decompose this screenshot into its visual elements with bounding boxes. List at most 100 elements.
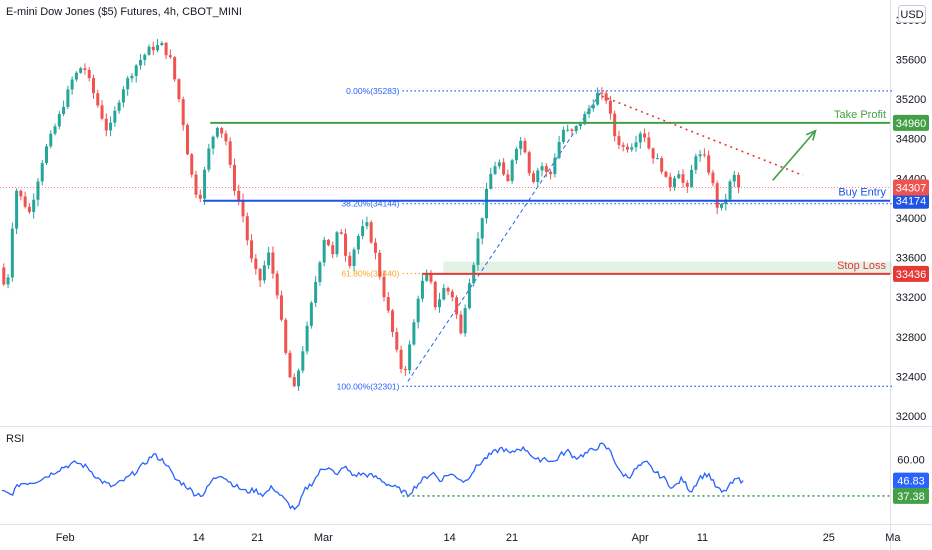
target-arrow-head — [805, 129, 817, 141]
price-tick-label: 32800 — [896, 332, 927, 344]
candle-body — [480, 218, 484, 239]
candle-body — [463, 308, 467, 334]
candle-body — [40, 163, 44, 182]
candle-body — [23, 196, 27, 207]
candle-body — [147, 46, 151, 55]
fib-level-label: 61.80%(33440) — [341, 268, 399, 278]
candle-body — [634, 142, 638, 148]
candle-body — [117, 102, 121, 111]
rsi-support-badge: 37.38 — [897, 491, 925, 503]
candle-body — [121, 89, 125, 103]
candle-body — [224, 133, 228, 142]
candle-body — [403, 368, 407, 371]
time-axis[interactable]: Feb 14 21 Mar 14 21 Apr 11 25 Ma — [56, 532, 902, 544]
candle-body — [502, 162, 506, 175]
candle-body — [15, 190, 19, 229]
time-tick-label: Mar — [314, 532, 333, 544]
candle-body — [412, 322, 416, 345]
candle-body — [57, 114, 61, 127]
level-badge-bg — [893, 265, 929, 282]
candle-body — [305, 325, 309, 352]
currency-button[interactable] — [898, 5, 926, 23]
candle-body — [19, 190, 23, 197]
candle-body — [27, 206, 31, 212]
price-tick-label: 33200 — [896, 292, 927, 304]
candle-body — [143, 54, 147, 61]
fib-level-label: 0.00%(35283) — [346, 86, 400, 96]
time-tick-label: Apr — [632, 532, 649, 544]
stop-zone-layer — [443, 261, 892, 274]
candle-body — [655, 158, 659, 160]
candle-body — [566, 129, 570, 131]
trade-levels[interactable]: Take Profit Buy Entry Stop Loss — [0, 109, 890, 275]
candle-body — [232, 164, 236, 191]
candle-body — [254, 258, 258, 270]
candle-body — [681, 174, 685, 183]
candle-body — [540, 166, 544, 171]
last-price-badge: 34307 — [896, 183, 927, 195]
candle-body — [467, 283, 471, 309]
candle-body — [608, 100, 612, 114]
candle-body — [438, 299, 442, 308]
candle-body — [591, 104, 595, 109]
candle-body — [348, 255, 352, 266]
candle-body — [574, 126, 578, 131]
candle-body — [672, 178, 676, 187]
candle-body — [391, 310, 395, 333]
candle-body — [331, 245, 335, 255]
candle-body — [297, 370, 301, 387]
candle-body — [523, 140, 527, 153]
candle-body — [36, 181, 40, 200]
candle-body — [185, 125, 189, 155]
time-tick-label: 21 — [251, 532, 263, 544]
candle-body — [203, 169, 207, 199]
candle-body — [446, 288, 450, 292]
time-tick-label: Ma — [885, 532, 901, 544]
candle-body — [690, 169, 694, 187]
candle-body — [433, 281, 437, 308]
candle-body — [262, 265, 266, 281]
candle-body — [271, 252, 275, 274]
level-label: Buy Entry — [838, 187, 886, 199]
candle-body — [408, 344, 412, 371]
candle-body — [356, 236, 360, 250]
candle-body — [660, 158, 664, 172]
candle-body — [455, 297, 459, 315]
candle-body — [134, 65, 138, 76]
candle-body — [373, 242, 377, 253]
candle-body — [91, 78, 95, 94]
drawings[interactable] — [601, 95, 817, 181]
candle-body — [429, 272, 433, 282]
rsi-tick-label: 60.00 — [897, 454, 925, 466]
candle-body — [386, 297, 390, 311]
candle-body — [322, 239, 326, 263]
candle-body — [10, 228, 14, 278]
candle-body — [553, 157, 557, 175]
candle-body — [292, 377, 296, 387]
candle-body — [617, 136, 621, 145]
candle-body — [476, 238, 480, 265]
time-tick-label: 14 — [193, 532, 205, 544]
candle-body — [378, 252, 382, 277]
candle-body — [450, 291, 454, 298]
candle-body — [506, 174, 510, 182]
candle-body — [62, 106, 66, 115]
candle-body — [369, 222, 373, 243]
candle-body — [207, 148, 211, 170]
candle-body — [49, 133, 53, 147]
price-badges: 34960 34174 33436 34307 46.83 37.38 — [893, 114, 929, 504]
candle-body — [596, 92, 600, 105]
candle-body — [613, 113, 617, 137]
candle-body — [694, 156, 698, 170]
candle-body — [237, 190, 241, 201]
price-tick-label: 32000 — [896, 411, 927, 423]
candle-body — [211, 136, 215, 149]
candle-body — [181, 99, 185, 126]
candle-body — [79, 68, 83, 73]
candle-body — [459, 314, 463, 334]
candle-body — [241, 200, 245, 217]
candle-body — [32, 199, 36, 212]
time-tick-label: 21 — [506, 532, 518, 544]
candle-body — [416, 298, 420, 323]
